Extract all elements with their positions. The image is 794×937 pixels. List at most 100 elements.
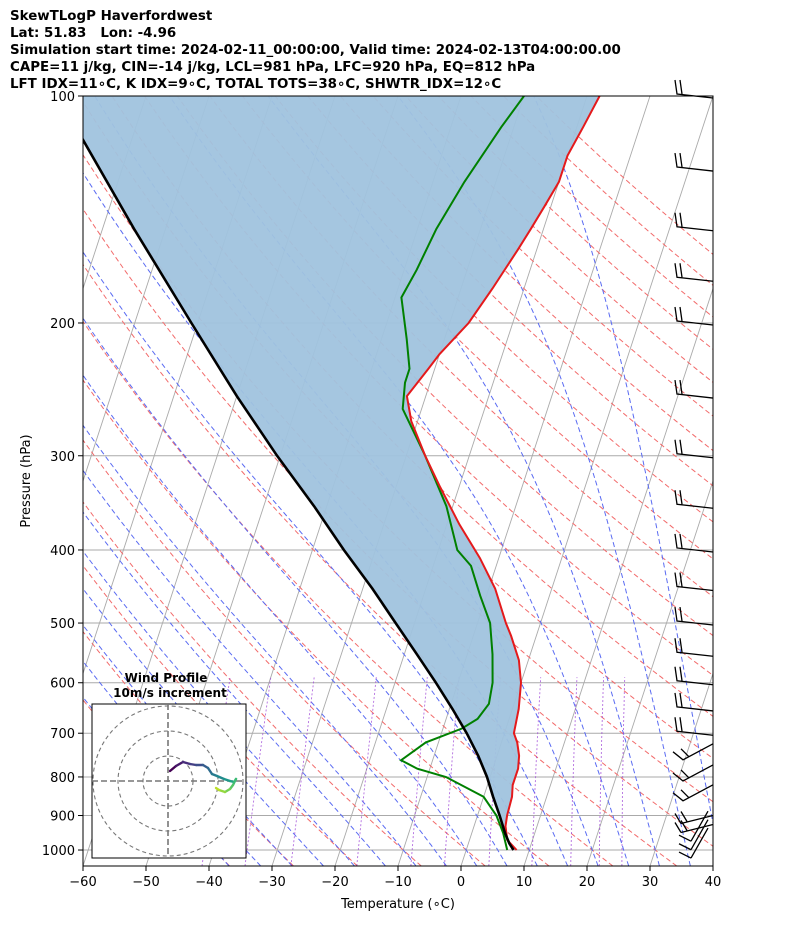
mixing-ratio-line xyxy=(621,677,626,866)
mixing-ratio-line xyxy=(290,677,315,866)
moist-adiabat xyxy=(83,550,355,866)
dry-adiabat xyxy=(372,96,713,417)
hodograph-trace-segment xyxy=(215,774,226,781)
x-tick-label: −60 xyxy=(69,875,96,890)
wind-barb xyxy=(674,152,714,172)
hodograph-trace-segment xyxy=(174,760,185,768)
wind-barb xyxy=(672,784,714,802)
chart-title: SkewTLogP Haverfordwest xyxy=(10,9,213,24)
hodograph-subtitle: 10m/s increment xyxy=(113,686,227,700)
y-tick-label: 100 xyxy=(50,90,75,105)
isotherm xyxy=(334,96,588,866)
y-tick-label: 800 xyxy=(50,771,75,786)
wind-barb xyxy=(678,819,709,851)
time-line: Simulation start time: 2024-02-11_00:00:… xyxy=(10,43,621,58)
wind-barb xyxy=(678,827,709,859)
wind-barb xyxy=(674,820,714,834)
x-tick-label: −40 xyxy=(195,875,222,890)
wind-barb xyxy=(672,743,714,761)
wind-barb xyxy=(674,692,714,712)
moist-adiabat xyxy=(267,96,660,866)
moist-adiabat xyxy=(83,511,386,866)
wind-barb xyxy=(674,533,714,553)
dewpoint-line xyxy=(399,96,525,851)
dry-adiabat xyxy=(83,501,422,866)
x-axis-label: Temperature (∘C) xyxy=(340,897,455,912)
wind-barb xyxy=(674,263,714,282)
isotherm xyxy=(712,864,713,866)
x-tick-label: 10 xyxy=(516,875,533,890)
dry-adiabat xyxy=(83,208,713,847)
hodograph-title: Wind Profile xyxy=(125,671,208,685)
moist-adiabat xyxy=(83,587,324,866)
chart-header: SkewTLogP Haverfordwest Lat: 51.83 Lon: … xyxy=(10,8,621,93)
mixing-ratio-line xyxy=(570,677,578,866)
moist-adiabat xyxy=(83,374,478,866)
dry-adiabat xyxy=(83,439,486,866)
wind-barb xyxy=(674,606,714,626)
isotherm xyxy=(83,96,147,290)
wind-barb xyxy=(674,212,714,232)
dry-adiabat xyxy=(242,96,713,560)
hodograph-trace-segment xyxy=(168,764,178,773)
hodograph-trace-segment xyxy=(214,786,221,792)
moist-adiabat xyxy=(83,251,538,866)
y-tick-label: 900 xyxy=(50,810,75,825)
wind-barb xyxy=(674,811,714,825)
cape-area xyxy=(83,96,600,850)
hodograph-trace-segment xyxy=(206,766,214,776)
mixing-ratio-line xyxy=(244,677,272,866)
dry-adiabat xyxy=(176,96,713,637)
dry-adiabat xyxy=(209,96,713,598)
isotherm xyxy=(0,96,20,866)
y-tick-label: 300 xyxy=(50,450,75,465)
x-tick-label: −10 xyxy=(384,875,411,890)
x-tick-label: 20 xyxy=(579,875,596,890)
x-tick-label: 30 xyxy=(642,875,659,890)
x-tick-label: −30 xyxy=(258,875,285,890)
wind-barb xyxy=(674,717,714,736)
temperature-line xyxy=(405,96,601,851)
wind-barb xyxy=(674,379,714,399)
y-axis-label: Pressure (hPa) xyxy=(19,434,34,527)
wind-barb xyxy=(674,572,714,592)
y-tick-label: 200 xyxy=(50,317,75,332)
y-tick-label: 400 xyxy=(50,544,75,559)
mixing-ratio-line xyxy=(356,677,377,866)
location-line: Lat: 51.83 Lon: -4.96 xyxy=(10,26,177,41)
wind-barb xyxy=(674,79,714,99)
dry-adiabat xyxy=(535,96,713,255)
index-line: LFT IDX=11∘C, K IDX=9∘C, TOTAL TOTS=38∘C… xyxy=(10,77,502,92)
moist-adiabat xyxy=(168,96,630,866)
wind-barb xyxy=(674,638,714,657)
wind-barb xyxy=(678,810,709,842)
stability-line: CAPE=11 j/kg, CIN=-14 j/kg, LCL=981 hPa,… xyxy=(10,60,536,75)
wind-barb xyxy=(674,490,714,509)
wind-barbs xyxy=(672,79,714,859)
mixing-ratio-line xyxy=(443,677,460,866)
moist-adiabat xyxy=(533,96,713,826)
wind-barb xyxy=(674,666,714,686)
wind-barb xyxy=(672,764,714,782)
hodograph-trace-segment xyxy=(181,760,192,766)
dry-adiabat xyxy=(83,320,614,866)
x-tick-label: −50 xyxy=(132,875,159,890)
dry-adiabat xyxy=(83,379,550,866)
y-tick-label: 700 xyxy=(50,727,75,742)
moist-adiabat xyxy=(83,424,447,866)
x-tick-label: −20 xyxy=(321,875,348,890)
y-tick-label: 1000 xyxy=(42,844,75,859)
wind-barb xyxy=(674,439,714,459)
dry-adiabat xyxy=(339,96,713,452)
hodograph-plot xyxy=(92,704,246,858)
dry-adiabat xyxy=(83,564,358,866)
mixing-ratio-line xyxy=(410,677,428,866)
moist-adiabat xyxy=(83,317,508,866)
isotherm xyxy=(649,672,713,866)
mixing-ratio-line xyxy=(598,677,605,866)
isotherm xyxy=(586,479,713,866)
mixing-ratio-line xyxy=(531,677,542,866)
x-tick-label: 0 xyxy=(457,875,465,890)
dry-adiabat xyxy=(503,96,713,286)
